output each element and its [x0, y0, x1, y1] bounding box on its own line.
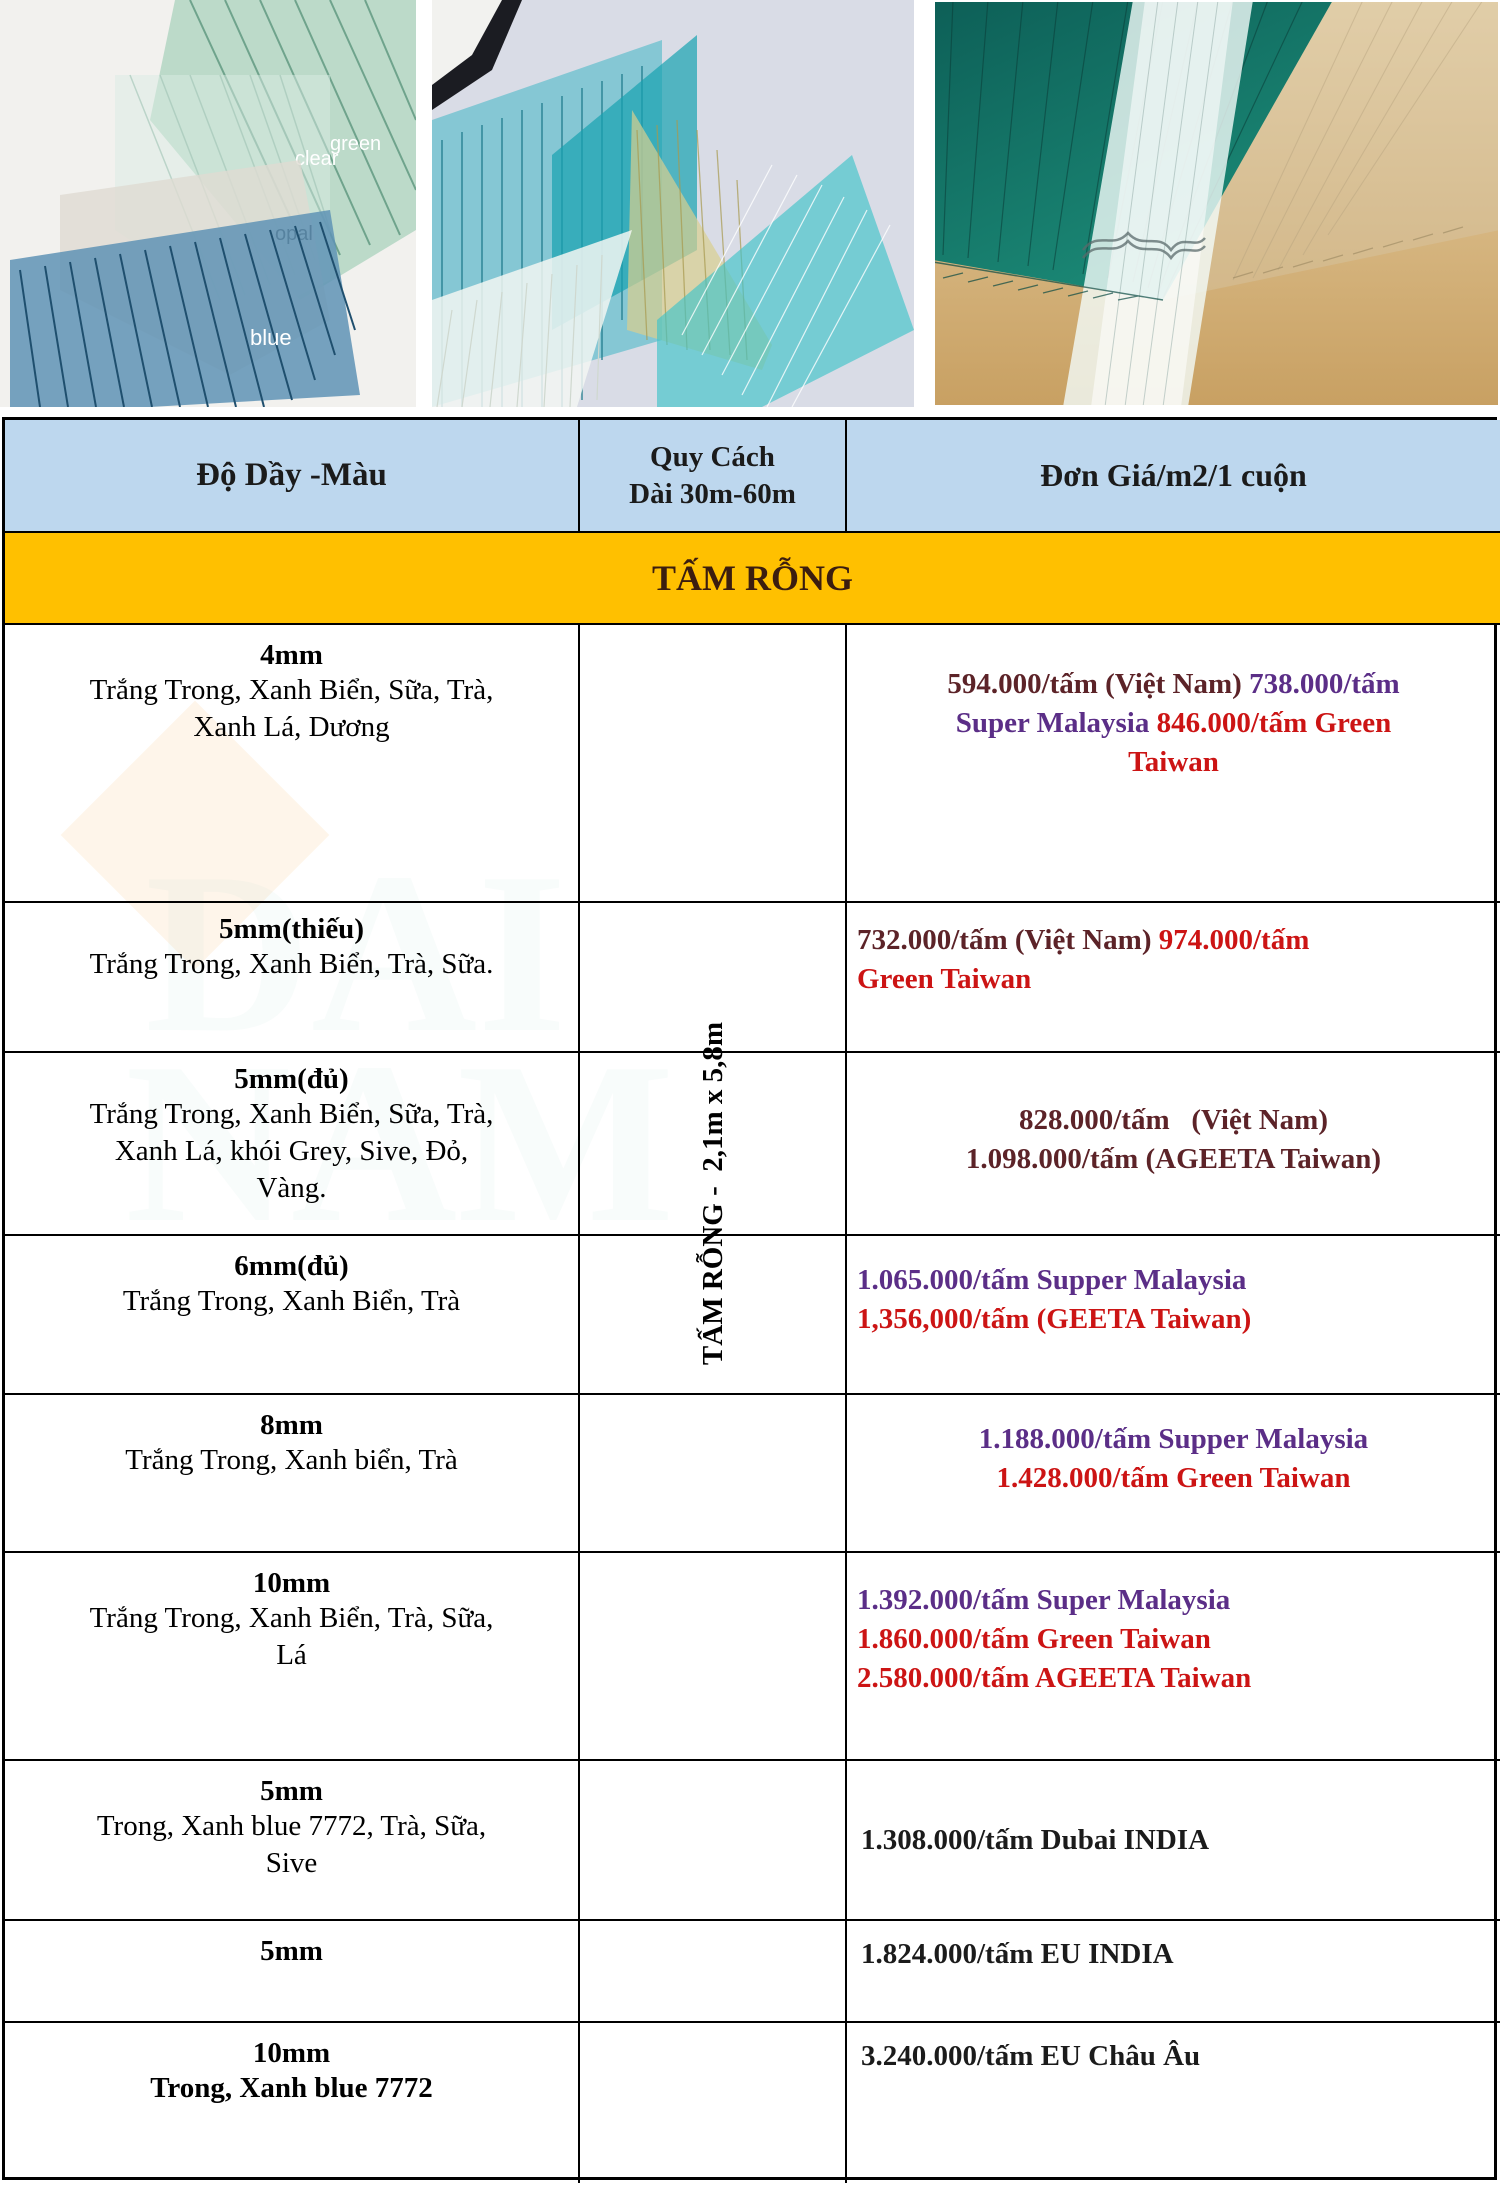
- svg-text:blue: blue: [250, 325, 292, 350]
- svg-text:clear: clear: [295, 148, 339, 170]
